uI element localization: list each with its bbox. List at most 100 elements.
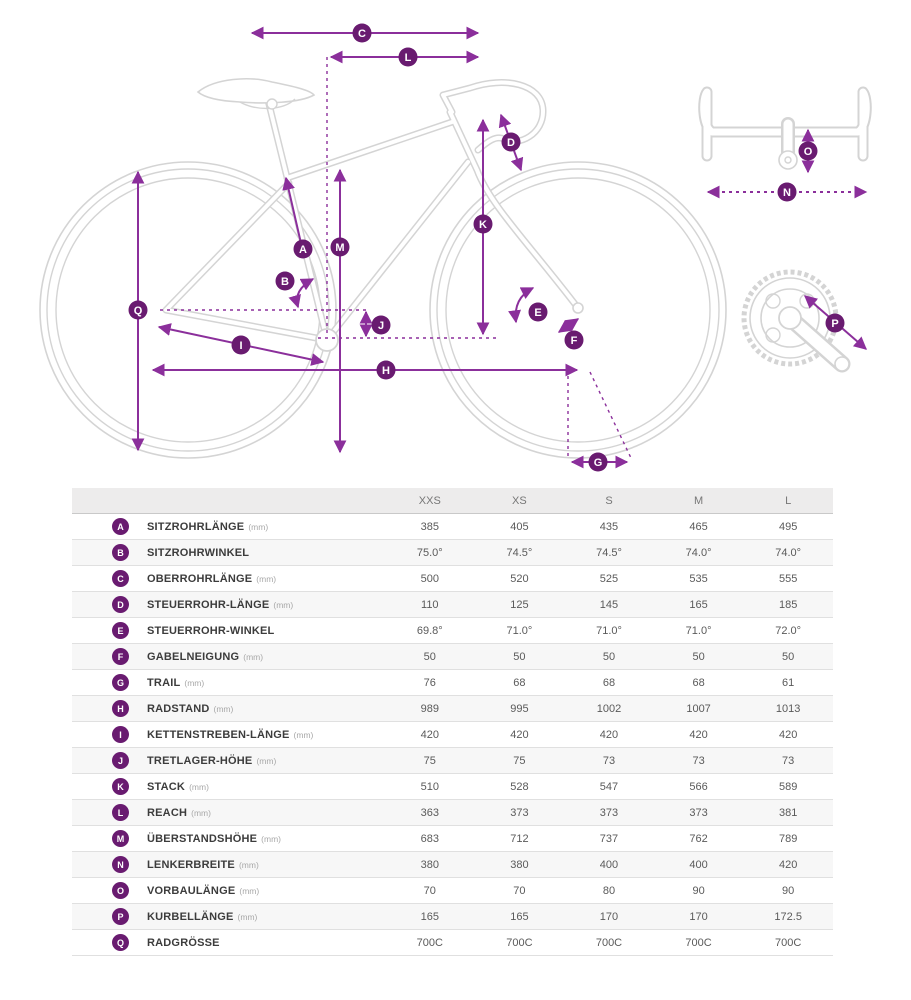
row-label: TRETLAGER-HÖHE (147, 754, 253, 767)
svg-text:I: I (239, 340, 242, 352)
diagram-label-n: N (777, 182, 797, 202)
table-row: E STEUERROHR-WINKEL 69.8° 71.0° 71.0° 71.0° 72… (72, 618, 833, 644)
row-badge: A (112, 518, 129, 535)
cell-value: 50 (782, 650, 795, 663)
cell-value: 90 (782, 884, 795, 897)
diagram-label-a: A (293, 239, 313, 259)
cell-value: 589 (778, 780, 798, 793)
row-unit: (mm) (191, 807, 211, 818)
cell-value: 185 (778, 598, 798, 611)
stem (778, 117, 798, 170)
row-label-cell: H RADSTAND (mm) (72, 700, 385, 717)
row-unit: (mm) (238, 859, 259, 870)
saddle (196, 78, 316, 110)
row-unit: (mm) (237, 911, 258, 922)
handlebar-top-view (704, 92, 867, 170)
diagram-label-k: K (473, 214, 493, 234)
row-badge: C (112, 570, 129, 587)
svg-text:O: O (804, 146, 813, 158)
table-row: F GABELNEIGUNG (mm) 50 50 50 50 50 (72, 644, 833, 670)
cell-value: 555 (778, 572, 798, 585)
svg-text:P: P (831, 318, 838, 330)
svg-text:E: E (534, 307, 541, 319)
row-label-cell: C OBERROHRLÄNGE (mm) (72, 570, 385, 587)
diagram-label-l: L (398, 47, 418, 67)
cell-value: 50 (513, 650, 526, 663)
cell-value: 400 (599, 858, 619, 871)
table-row: I KETTENSTREBEN-LÄNGE (mm) 420 420 420 420 420 (72, 722, 833, 748)
table-row: M ÜBERSTANDSHÖHE (mm) 683 712 737 762 789 (72, 826, 833, 852)
cell-value: 737 (599, 832, 619, 845)
row-unit: (mm) (293, 729, 314, 740)
diagram-label-c: C (352, 23, 372, 43)
cell-value: 172.5 (774, 910, 802, 923)
column-header: XXS (418, 494, 441, 507)
cell-value: 170 (689, 910, 708, 923)
cell-value: 110 (421, 598, 439, 611)
row-badge: E (112, 622, 129, 639)
cell-value: 75 (423, 754, 436, 767)
cell-value: 69.8° (416, 624, 443, 637)
svg-text:N: N (783, 187, 791, 199)
table-row: H RADSTAND (mm) 989 995 1002 1007 1013 (72, 696, 833, 722)
table-row: O VORBAULÄNGE (mm) 70 70 80 90 90 (72, 878, 833, 904)
row-badge: K (112, 778, 129, 795)
table-row: G TRAIL (mm) 76 68 68 68 61 (72, 670, 833, 696)
cell-value: 90 (692, 884, 705, 897)
cell-value: 700C (416, 936, 443, 949)
cell-value: 465 (689, 520, 708, 533)
cell-value: 73 (692, 754, 705, 767)
cell-value: 420 (599, 728, 619, 741)
row-label-cell: D STEUERROHR-LÄNGE (mm) (72, 596, 385, 613)
cell-value: 566 (689, 780, 708, 793)
row-unit: (mm) (256, 755, 277, 766)
cell-value: 170 (599, 910, 619, 923)
row-label: OBERROHRLÄNGE (147, 572, 253, 585)
cell-value: 373 (689, 806, 708, 819)
column-header: M (693, 494, 704, 507)
cell-value: 420 (420, 728, 439, 741)
geometry-table: XXS XS S M L A SITZROHRLÄNGE (mm) 385 405 435 465 4… (72, 488, 833, 956)
row-unit: (mm) (248, 521, 269, 532)
measure-arrow-b (288, 278, 315, 309)
row-badge: G (112, 674, 129, 691)
row-unit: (mm) (189, 781, 209, 792)
cell-value: 68 (692, 676, 705, 689)
row-label-cell: M ÜBERSTANDSHÖHE (mm) (72, 830, 385, 847)
svg-text:C: C (358, 28, 366, 40)
row-label: SITZROHRLÄNGE (147, 520, 245, 533)
row-label-cell: G TRAIL (mm) (72, 674, 385, 691)
row-unit: (mm) (261, 833, 281, 844)
cell-value: 74.5° (596, 546, 622, 559)
cell-value: 420 (778, 728, 798, 741)
geometry-table-body: A SITZROHRLÄNGE (mm) 385 405 435 465 495 B SITZRO… (72, 514, 833, 956)
row-label-cell: J TRETLAGER-HÖHE (mm) (72, 752, 385, 769)
cell-value: 525 (599, 572, 619, 585)
column-header: XS (512, 494, 527, 507)
cell-value: 380 (510, 858, 529, 871)
cell-value: 165 (689, 598, 708, 611)
cell-value: 75 (513, 754, 526, 767)
diagram-label-g: G (588, 452, 608, 472)
svg-text:G: G (594, 457, 603, 469)
table-row: J TRETLAGER-HÖHE (mm) 75 75 73 73 73 (72, 748, 833, 774)
measure-arrow-f (557, 318, 580, 333)
cell-value: 400 (689, 858, 708, 871)
cell-value: 373 (510, 806, 529, 819)
diagram-label-b: B (275, 271, 295, 291)
row-label: STACK (147, 780, 186, 793)
row-label: REACH (147, 806, 188, 819)
cell-value: 70 (423, 884, 436, 897)
cell-value: 381 (778, 806, 798, 819)
diagram-label-p: P (825, 313, 845, 333)
cell-value: 74.0° (775, 546, 802, 559)
cell-value: 547 (599, 780, 619, 793)
row-badge: B (112, 544, 129, 561)
row-label-cell: O VORBAULÄNGE (mm) (72, 882, 385, 899)
cell-value: 1013 (775, 702, 801, 715)
column-header: L (785, 494, 792, 507)
row-badge: O (112, 882, 129, 899)
cell-value: 61 (782, 676, 795, 689)
cell-value: 71.0° (596, 624, 622, 637)
